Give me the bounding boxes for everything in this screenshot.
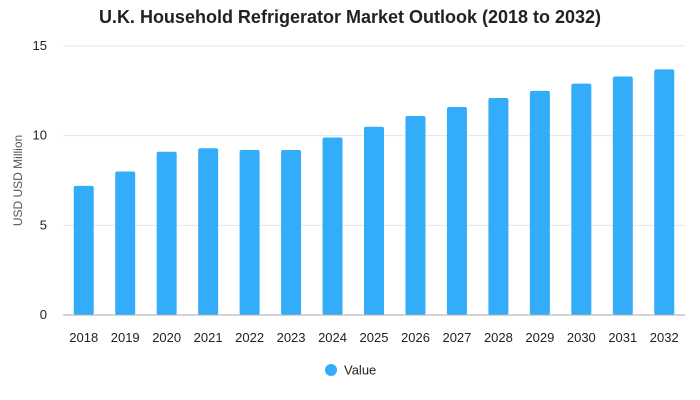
y-tick-label: 0: [40, 307, 47, 322]
x-tick-label: 2031: [608, 330, 637, 345]
y-tick-label: 10: [33, 128, 47, 143]
x-tick-label: 2024: [318, 330, 347, 345]
x-tick-label: 2028: [484, 330, 513, 345]
x-tick-label: 2021: [194, 330, 223, 345]
x-tick-label: 2026: [401, 330, 430, 345]
x-tick-label: 2029: [525, 330, 554, 345]
bar: [281, 150, 302, 315]
bar: [571, 83, 592, 315]
x-tick-label: 2020: [152, 330, 181, 345]
legend-label: Value: [344, 363, 376, 378]
x-tick-label: 2030: [567, 330, 596, 345]
y-tick-label: 15: [33, 38, 47, 53]
y-axis-title: USD USD Million: [11, 135, 25, 226]
bar: [115, 171, 136, 315]
x-tick-label: 2032: [650, 330, 679, 345]
bar: [364, 126, 384, 315]
legend-marker: [325, 364, 337, 376]
bar: [73, 185, 94, 315]
x-tick-label: 2023: [277, 330, 306, 345]
bar: [612, 76, 633, 315]
bar: [446, 106, 467, 316]
bar: [529, 90, 550, 315]
chart-title: U.K. Household Refrigerator Market Outlo…: [98, 7, 602, 27]
x-tick-label: 2018: [69, 330, 98, 345]
x-tick-label: 2025: [360, 330, 389, 345]
bars: [73, 69, 675, 316]
x-tick-label: 2027: [442, 330, 471, 345]
bar: [198, 148, 219, 315]
axes: 0 5 10 15 2018 2019 2020 2021 2022 2023 2024 2025 20…: [11, 38, 685, 345]
x-tick-label: 2019: [111, 330, 140, 345]
y-tick-label: 5: [40, 217, 47, 232]
legend: Value: [325, 363, 376, 378]
x-tick-label: 2022: [235, 330, 264, 345]
bar: [405, 115, 426, 315]
bar: [488, 98, 509, 315]
bar: [322, 137, 343, 315]
bar: [156, 151, 177, 315]
bar: [239, 150, 260, 315]
bar: [654, 69, 675, 316]
